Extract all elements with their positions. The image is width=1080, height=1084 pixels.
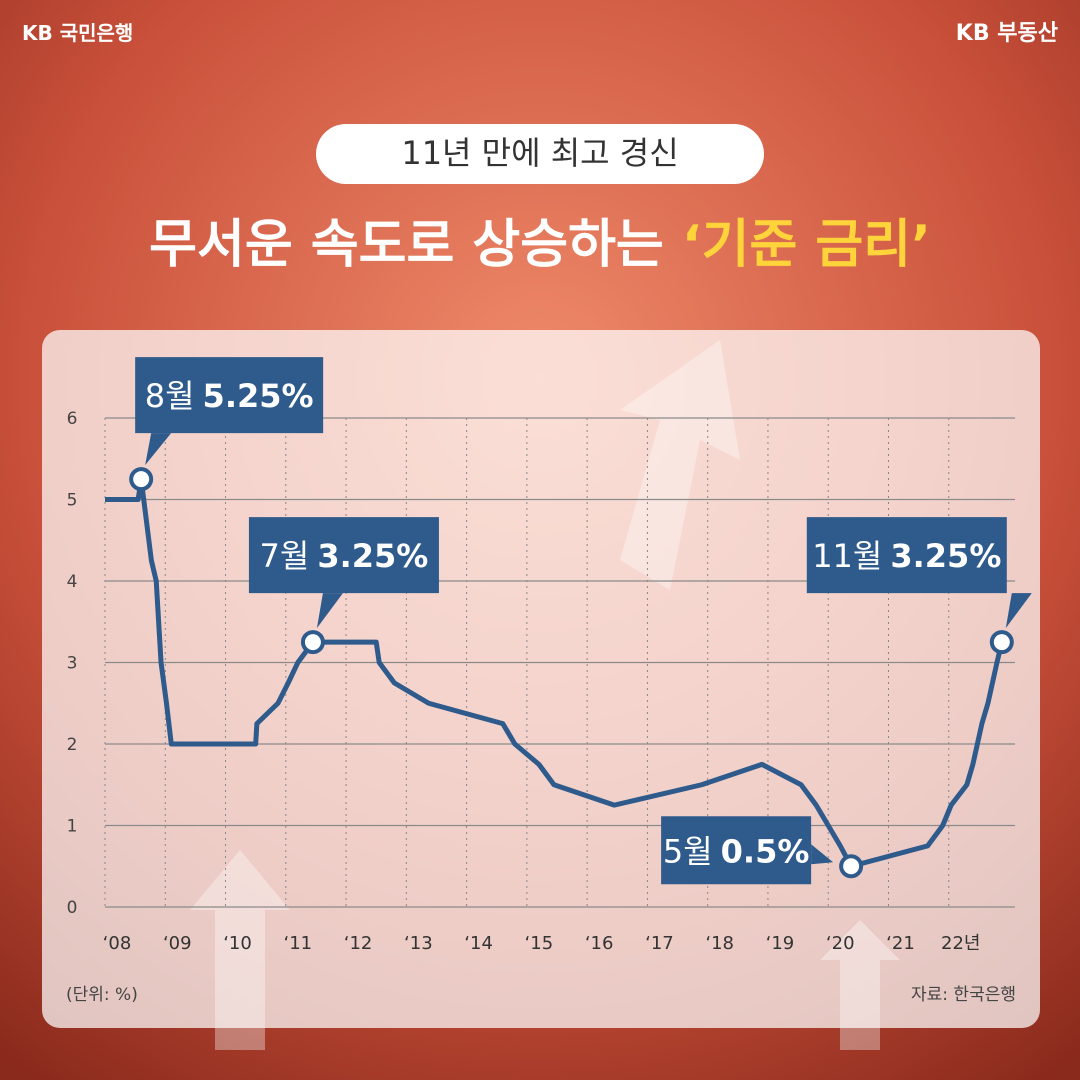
callout: 11월 3.25% — [806, 517, 1032, 629]
x-tick-label: ‘16 — [585, 933, 614, 954]
brand-left: KB 국민은행 — [22, 21, 133, 45]
callout-month: 7월 — [260, 537, 310, 575]
chart-card — [42, 330, 1040, 1028]
x-tick-label: ‘19 — [766, 933, 795, 954]
title: 무서운 속도로 상승하는 ‘기준 금리’ — [149, 215, 931, 275]
brand-right: KB 부동산 — [956, 21, 1058, 46]
callout: 8월 5.25% — [135, 357, 324, 466]
rate-line — [105, 476, 1005, 869]
x-tick-label: ‘21 — [886, 933, 915, 954]
y-tick-label: 6 — [67, 409, 78, 429]
callout-box — [135, 357, 324, 434]
callout-point — [839, 854, 864, 879]
callout-month: 8월 — [145, 377, 195, 415]
x-tick-label: ‘10 — [223, 933, 252, 954]
badge-bg — [316, 124, 764, 184]
unit-note: (단위: %) — [66, 985, 138, 1005]
x-tick-label: ‘18 — [705, 933, 734, 954]
callout: 7월 3.25% — [248, 517, 439, 629]
x-tick-label: ‘20 — [826, 933, 855, 954]
callout-value: 3.25% — [317, 537, 428, 575]
title-main: 무서운 속도로 상승하는 — [149, 215, 682, 275]
y-tick-label: 4 — [67, 572, 78, 592]
callout-box — [806, 517, 1007, 594]
y-tick-label: 3 — [67, 654, 78, 674]
callout-value: 5.25% — [203, 377, 314, 415]
callout-month: 11월 — [812, 537, 882, 575]
callout-box — [661, 816, 812, 885]
y-tick-label: 5 — [67, 491, 78, 511]
x-tick-label: ‘15 — [525, 933, 554, 954]
x-tick-label: ‘12 — [344, 933, 373, 954]
callout: 5월 0.5% — [661, 816, 834, 885]
x-tick-label: ‘14 — [464, 933, 493, 954]
x-tick-label: ‘17 — [645, 933, 674, 954]
title-highlight: ‘기준 금리’ — [682, 215, 931, 275]
callout-box — [248, 517, 439, 594]
badge: 11년 만에 최고 경신 — [401, 134, 678, 172]
x-tick-label: 22년 — [941, 933, 980, 954]
callout-value: 0.5% — [721, 832, 810, 870]
callout-tail — [145, 433, 172, 466]
callout-month: 5월 — [663, 832, 713, 870]
callout-point — [300, 630, 325, 655]
y-tick-label: 1 — [67, 817, 78, 837]
callout-text: 7월 3.25% — [260, 537, 429, 575]
x-tick-label: ‘08 — [103, 933, 132, 954]
callout-point — [989, 630, 1014, 655]
plot: 0 1 2 3 4 5 6 ‘08 ‘09 ‘10 ‘11 ‘12 ‘13 ‘14 ‘15 ‘16 ‘17 ‘18… — [67, 357, 1032, 954]
y-tick-label: 0 — [67, 898, 78, 918]
callout-text: 5월 0.5% — [663, 832, 810, 870]
y-tick-label: 2 — [67, 735, 78, 755]
callout-tail — [811, 844, 834, 865]
callout-text: 8월 5.25% — [145, 377, 314, 415]
x-tick-label: ‘13 — [404, 933, 433, 954]
callout-point — [129, 467, 154, 492]
callout-value: 3.25% — [890, 537, 1001, 575]
callout-text: 11월 3.25% — [812, 537, 1001, 575]
callout-tail — [1005, 593, 1032, 629]
callout-tail — [316, 593, 343, 629]
x-tick-label: ‘09 — [163, 933, 192, 954]
source: 자료: 한국은행 — [911, 985, 1016, 1005]
x-tick-label: ‘11 — [283, 933, 312, 954]
